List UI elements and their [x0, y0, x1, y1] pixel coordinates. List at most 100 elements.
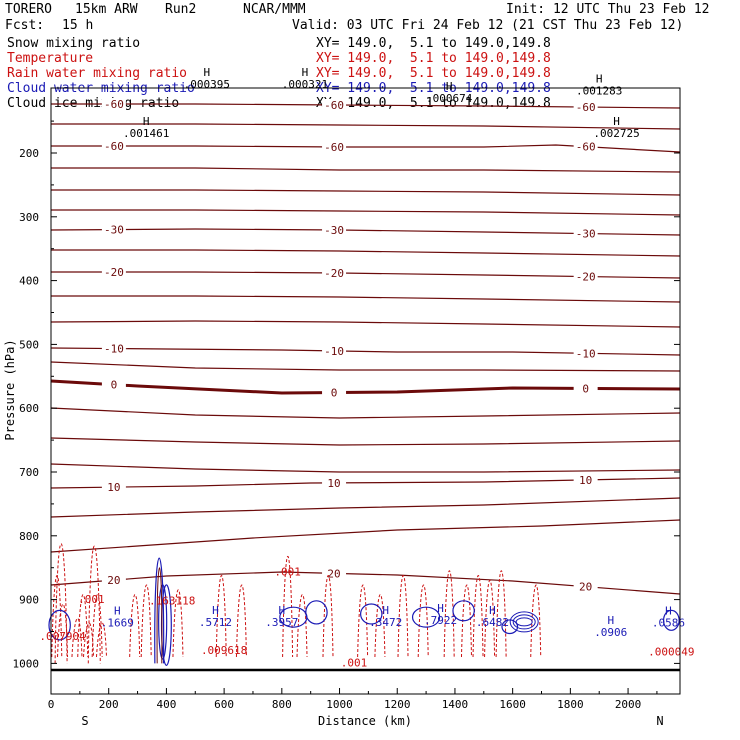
legend-temperature-xy: XY= 149.0, 5.1 to 149.0,149.8	[316, 51, 551, 66]
isotherm-label: 10	[579, 474, 592, 487]
rain-contour	[484, 579, 496, 658]
x-tick-label: 1200	[384, 698, 411, 711]
x-tick-label: 400	[156, 698, 176, 711]
isotherm-label-bg	[101, 223, 126, 236]
max-marker-H: H	[596, 72, 603, 85]
isotherm-label-bg	[322, 266, 347, 279]
isotherm-15	[50, 437, 681, 446]
isotherm-label-bg	[322, 476, 347, 489]
y-tick-label: 500	[19, 338, 39, 351]
x-axis-title: Distance (km)	[318, 714, 412, 728]
cloud-water-core	[512, 614, 536, 630]
max-value-label: .001	[274, 565, 301, 578]
rain-contour	[397, 575, 409, 658]
max-marker-H: H	[489, 604, 496, 617]
isotherm-12	[50, 361, 681, 372]
isotherm-19	[50, 519, 681, 553]
rain-contour	[215, 575, 227, 658]
max-value-label: .000049	[648, 646, 694, 659]
legend-snow-xy: XY= 149.0, 5.1 to 149.0,149.8	[316, 36, 551, 51]
isotherm-label: -20	[104, 266, 124, 279]
forecast-label: Fcst:	[5, 18, 45, 33]
max-value-label: .002725	[593, 127, 639, 140]
x-tick-label: 800	[272, 698, 292, 711]
rain-contour	[460, 584, 472, 658]
isotherm-label: 20	[579, 581, 592, 594]
isotherm-label: -60	[104, 98, 124, 111]
legend-rain-xy: XY= 149.0, 5.1 to 149.0,149.8	[316, 66, 551, 81]
y-tick-label: 400	[19, 275, 39, 288]
max-marker-H: H	[143, 115, 150, 128]
plot-frame	[50, 87, 681, 695]
max-value-label: .0906	[594, 626, 627, 639]
rain-contour	[417, 584, 429, 658]
max-value-label: .7922	[424, 614, 457, 627]
y-tick-label: 300	[19, 211, 39, 224]
y-tick-label: 800	[19, 530, 39, 543]
y-tick-label: 600	[19, 402, 39, 415]
isotherm-label: 10	[107, 481, 120, 494]
x-tick-label: 200	[99, 698, 119, 711]
rain-contour	[172, 589, 184, 658]
rain-contour	[83, 622, 95, 658]
max-marker-H: H	[203, 66, 210, 79]
x-tick-label: 1600	[499, 698, 526, 711]
y-tick-label: 1000	[13, 657, 40, 670]
isotherm-label-bg	[573, 227, 598, 240]
isotherm-label-bg	[101, 342, 126, 355]
isotherm-label: -60	[576, 101, 596, 114]
cloud-water-contour	[411, 606, 441, 628]
isotherm-label: -30	[104, 224, 124, 237]
cloud-water-contour	[501, 619, 519, 635]
max-value-label: .1669	[101, 616, 134, 629]
isotherm-label-bg	[573, 580, 598, 593]
isotherm-label-bg	[322, 386, 347, 399]
isotherm-18	[50, 497, 681, 518]
max-value-label: .007904	[39, 630, 86, 643]
max-value-label: .009618	[201, 644, 247, 657]
cloud-water-contour	[48, 609, 71, 641]
max-value-label: .000321	[282, 78, 328, 91]
isotherm-label-bg	[101, 481, 126, 494]
init-time: Init: 12 UTC Thu 23 Feb 12	[506, 2, 710, 17]
legend-rain: Rain water mixing ratio	[7, 66, 188, 81]
max-value-label: .5712	[199, 616, 232, 629]
isotherm-4	[51, 189, 681, 196]
max-marker-H: H	[302, 66, 309, 79]
rain-contour	[296, 594, 308, 658]
rain-contour	[495, 570, 507, 658]
max-value-label: .3957	[265, 616, 298, 629]
y-tick-label: 900	[19, 594, 39, 607]
max-value-label: .6482	[476, 616, 509, 629]
rain-contour	[472, 575, 484, 658]
isotherm-3	[51, 167, 681, 173]
isotherm-label: -10	[104, 343, 124, 356]
cloud-water-tower	[154, 557, 165, 664]
rain-contour	[374, 594, 386, 658]
run-label: Run2	[165, 2, 197, 17]
isotherm-label-bg	[573, 382, 598, 395]
rain-contour	[51, 575, 63, 658]
isotherm-label: -30	[324, 224, 344, 237]
rain-contour	[95, 622, 107, 658]
isotherm-label: -30	[576, 228, 596, 241]
isotherm-label: -60	[576, 141, 596, 154]
isotherm-5	[51, 209, 681, 216]
isotherm-14	[50, 407, 681, 419]
cloud-water-core	[515, 617, 533, 627]
cloud-ice-tower	[156, 567, 163, 664]
max-value-label: .001283	[576, 84, 622, 97]
resolution-label: 15km ARW	[75, 2, 138, 17]
precipitation-contours	[48, 543, 680, 666]
isotherm-label: -10	[324, 345, 344, 358]
isotherm-16	[50, 463, 681, 473]
isotherm-10	[50, 320, 681, 328]
rain-contour	[77, 594, 89, 658]
max-value-label: .163118	[149, 595, 195, 608]
temperature-contours: -60 -60 -60 -60 -60 -60 -30 -30 -30 -20 -20 -20 -10 -…	[50, 98, 681, 672]
model-name: TORERO	[5, 2, 52, 17]
max-marker-H: H	[613, 115, 620, 128]
isotherm-label: 20	[107, 574, 120, 587]
max-value-label: .0586	[652, 616, 685, 629]
